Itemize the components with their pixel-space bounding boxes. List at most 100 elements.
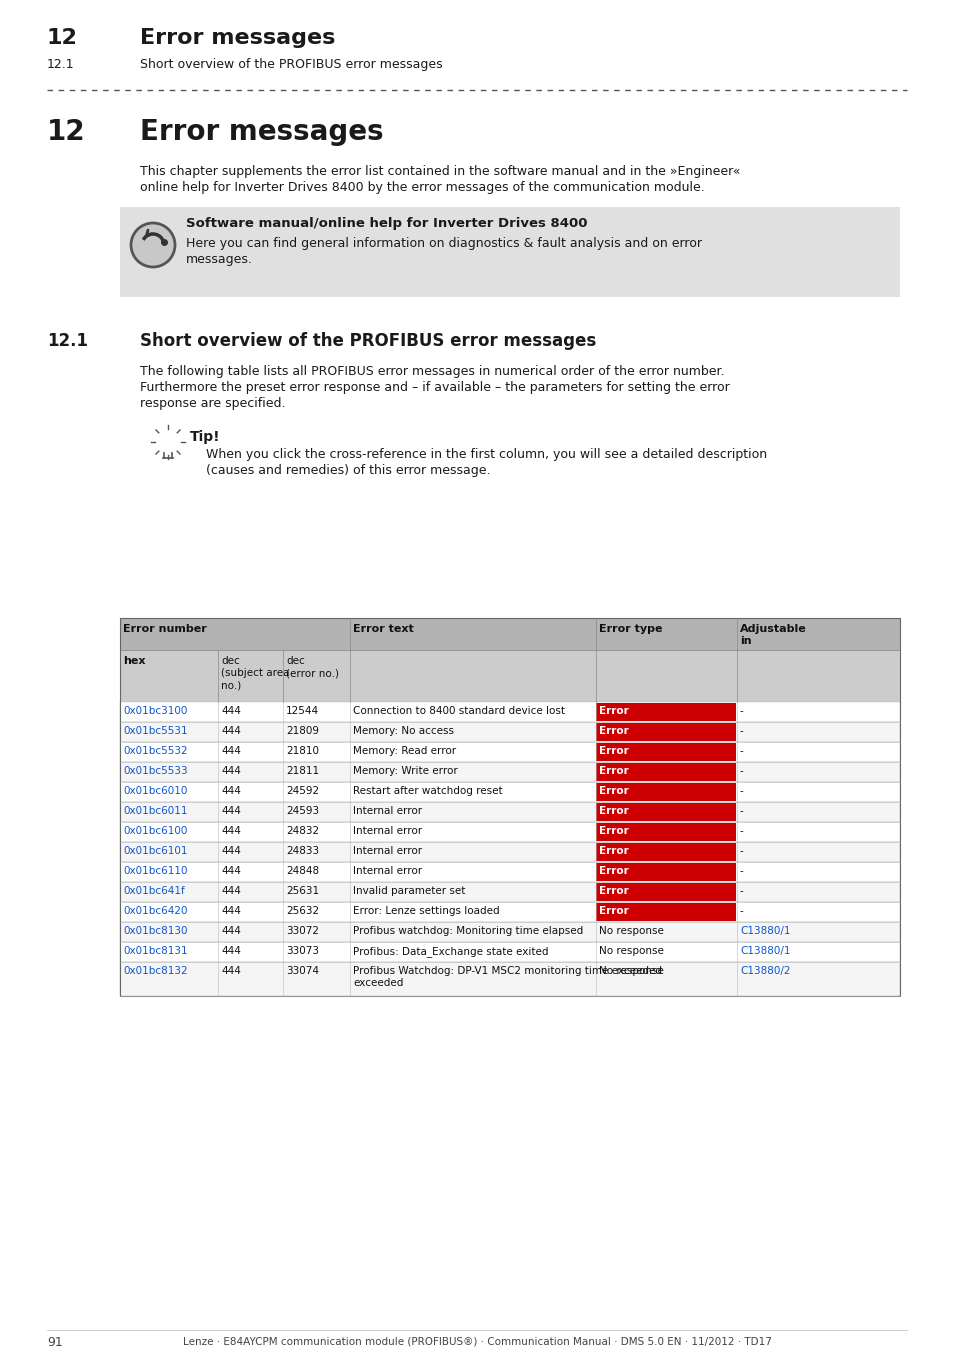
Text: Invalid parameter set: Invalid parameter set	[353, 886, 465, 896]
Text: 12: 12	[47, 28, 78, 49]
Text: C13880/2: C13880/2	[740, 967, 790, 976]
Text: Lenze · E84AYCPM communication module (PROFIBUS®) · Communication Manual · DMS 5: Lenze · E84AYCPM communication module (P…	[182, 1336, 771, 1346]
FancyBboxPatch shape	[120, 743, 899, 761]
Text: 444: 444	[221, 786, 240, 796]
Text: messages.: messages.	[186, 252, 253, 266]
Text: -: -	[740, 765, 743, 776]
Text: 21811: 21811	[286, 765, 319, 776]
Text: 24593: 24593	[286, 806, 319, 815]
Text: Internal error: Internal error	[353, 865, 421, 876]
Text: 444: 444	[221, 967, 240, 976]
FancyBboxPatch shape	[120, 942, 899, 963]
Text: response are specified.: response are specified.	[140, 397, 285, 410]
Text: Error: Error	[598, 826, 628, 836]
Text: Tip!: Tip!	[190, 431, 220, 444]
Text: C13880/1: C13880/1	[740, 946, 790, 956]
Text: -: -	[740, 906, 743, 917]
Text: Short overview of the PROFIBUS error messages: Short overview of the PROFIBUS error mes…	[140, 58, 442, 72]
FancyBboxPatch shape	[596, 703, 735, 721]
FancyBboxPatch shape	[120, 842, 899, 863]
Text: 24833: 24833	[286, 846, 319, 856]
Text: 12.1: 12.1	[47, 58, 74, 72]
Text: 0x01bc5531: 0x01bc5531	[123, 726, 188, 736]
Text: The following table lists all PROFIBUS error messages in numerical order of the : The following table lists all PROFIBUS e…	[140, 364, 723, 378]
Text: 0x01bc6420: 0x01bc6420	[123, 906, 188, 917]
Text: -: -	[740, 806, 743, 815]
FancyBboxPatch shape	[596, 863, 735, 882]
FancyBboxPatch shape	[596, 824, 735, 841]
FancyBboxPatch shape	[120, 618, 899, 649]
Text: -: -	[740, 846, 743, 856]
Text: 0x01bc5532: 0x01bc5532	[123, 747, 188, 756]
Text: This chapter supplements the error list contained in the software manual and in : This chapter supplements the error list …	[140, 165, 740, 178]
Text: 33072: 33072	[286, 926, 318, 936]
Text: 0x01bc6100: 0x01bc6100	[123, 826, 187, 836]
Text: online help for Inverter Drives 8400 by the error messages of the communication : online help for Inverter Drives 8400 by …	[140, 181, 704, 194]
Text: dec
(subject area
no.): dec (subject area no.)	[221, 656, 289, 691]
Text: 91: 91	[47, 1336, 63, 1349]
Text: 0x01bc8132: 0x01bc8132	[123, 967, 188, 976]
Text: 25632: 25632	[286, 906, 319, 917]
Text: Error: Lenze settings loaded: Error: Lenze settings loaded	[353, 906, 499, 917]
Text: -: -	[740, 726, 743, 736]
Text: Error: Error	[598, 786, 628, 796]
Text: Error: Error	[598, 886, 628, 896]
Text: exceeded: exceeded	[353, 977, 403, 988]
Text: Error: Error	[598, 706, 628, 716]
FancyBboxPatch shape	[120, 782, 899, 802]
Text: 444: 444	[221, 765, 240, 776]
Text: Profibus: Data_Exchange state exited: Profibus: Data_Exchange state exited	[353, 946, 548, 957]
FancyBboxPatch shape	[596, 783, 735, 801]
Text: 0x01bc3100: 0x01bc3100	[123, 706, 187, 716]
FancyBboxPatch shape	[120, 649, 899, 702]
Text: 0x01bc5533: 0x01bc5533	[123, 765, 188, 776]
Text: Error messages: Error messages	[140, 117, 383, 146]
Text: Error: Error	[598, 906, 628, 917]
Text: 444: 444	[221, 806, 240, 815]
Text: Short overview of the PROFIBUS error messages: Short overview of the PROFIBUS error mes…	[140, 332, 596, 350]
Text: Error: Error	[598, 865, 628, 876]
Text: 0x01bc6101: 0x01bc6101	[123, 846, 188, 856]
Text: 33074: 33074	[286, 967, 318, 976]
Text: Error text: Error text	[353, 624, 414, 634]
Text: 444: 444	[221, 886, 240, 896]
Text: Internal error: Internal error	[353, 846, 421, 856]
FancyBboxPatch shape	[120, 802, 899, 822]
Text: 21810: 21810	[286, 747, 318, 756]
Text: Error number: Error number	[123, 624, 207, 634]
Text: Error type: Error type	[598, 624, 661, 634]
Text: Profibus watchdog: Monitoring time elapsed: Profibus watchdog: Monitoring time elaps…	[353, 926, 582, 936]
Text: 12544: 12544	[286, 706, 319, 716]
Text: Error: Error	[598, 765, 628, 776]
FancyBboxPatch shape	[120, 822, 899, 842]
Text: Memory: Write error: Memory: Write error	[353, 765, 457, 776]
Text: 24848: 24848	[286, 865, 319, 876]
Text: No response: No response	[598, 926, 663, 936]
FancyBboxPatch shape	[120, 761, 899, 782]
Text: Internal error: Internal error	[353, 806, 421, 815]
FancyBboxPatch shape	[120, 207, 899, 297]
Text: Profibus Watchdog: DP-V1 MSC2 monitoring time exceeded: Profibus Watchdog: DP-V1 MSC2 monitoring…	[353, 967, 661, 976]
Text: Internal error: Internal error	[353, 826, 421, 836]
FancyBboxPatch shape	[596, 743, 735, 761]
Text: 33073: 33073	[286, 946, 318, 956]
Text: 21809: 21809	[286, 726, 318, 736]
Text: Error: Error	[598, 726, 628, 736]
FancyBboxPatch shape	[120, 702, 899, 722]
Text: -: -	[740, 826, 743, 836]
Text: Error: Error	[598, 747, 628, 756]
FancyBboxPatch shape	[596, 842, 735, 861]
FancyBboxPatch shape	[120, 722, 899, 742]
Text: Furthermore the preset error response and – if available – the parameters for se: Furthermore the preset error response an…	[140, 381, 729, 394]
Text: Memory: Read error: Memory: Read error	[353, 747, 456, 756]
Text: 12: 12	[47, 117, 86, 146]
Text: When you click the cross-reference in the first column, you will see a detailed : When you click the cross-reference in th…	[206, 448, 766, 460]
Text: C13880/1: C13880/1	[740, 926, 790, 936]
Text: -: -	[740, 706, 743, 716]
FancyBboxPatch shape	[596, 803, 735, 821]
Text: No response: No response	[598, 967, 663, 976]
Text: 0x01bc6010: 0x01bc6010	[123, 786, 187, 796]
Text: Software manual/online help for Inverter Drives 8400: Software manual/online help for Inverter…	[186, 217, 587, 230]
Text: 444: 444	[221, 906, 240, 917]
Text: 24592: 24592	[286, 786, 319, 796]
